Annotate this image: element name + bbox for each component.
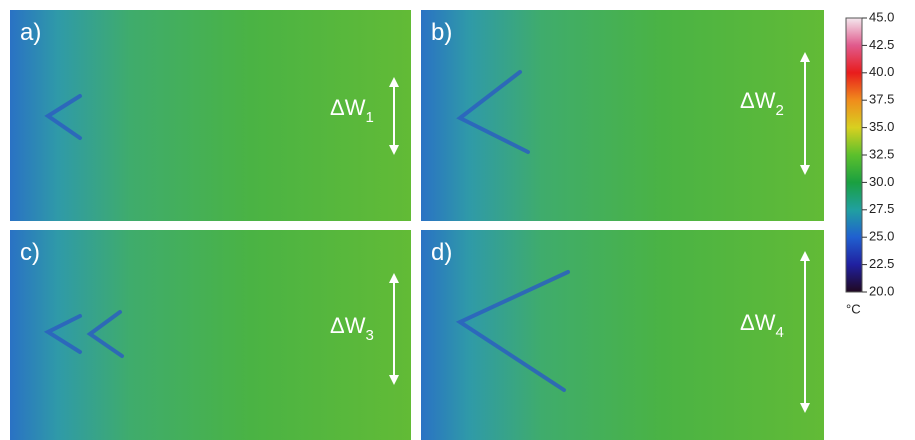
annotation-symbol: ΔW [740, 88, 776, 113]
annotation-symbol: ΔW [740, 310, 776, 335]
annotation-subscript: 2 [775, 102, 783, 119]
annotation-symbol: ΔW [330, 95, 366, 120]
tick-label: 40.0 [869, 64, 894, 79]
panel-label: c) [20, 239, 40, 266]
tick-label: 25.0 [869, 229, 894, 244]
tick-label: 37.5 [869, 92, 894, 107]
annotation-subscript: 3 [365, 327, 373, 344]
colorbar-unit: °C [846, 301, 861, 316]
thermal-image [421, 10, 824, 221]
colorbar [846, 18, 862, 292]
panel-label: b) [431, 19, 452, 46]
annotation-subscript: 4 [775, 324, 783, 341]
tick-label: 45.0 [869, 9, 894, 24]
tick-label: 35.0 [869, 119, 894, 134]
tick-label: 42.5 [869, 37, 894, 52]
panel-label: a) [20, 19, 41, 46]
panel-label: d) [431, 239, 452, 266]
tick-label: 32.5 [869, 146, 894, 161]
tick-label: 20.0 [869, 283, 894, 298]
figure: a)ΔW1b)ΔW2c)ΔW3d)ΔW4 45.042.540.037.535.… [0, 0, 915, 440]
tick-label: 22.5 [869, 256, 894, 271]
tick-label: 30.0 [869, 174, 894, 189]
tick-label: 27.5 [869, 201, 894, 216]
annotation-subscript: 1 [365, 109, 373, 126]
annotation-symbol: ΔW [330, 313, 366, 338]
